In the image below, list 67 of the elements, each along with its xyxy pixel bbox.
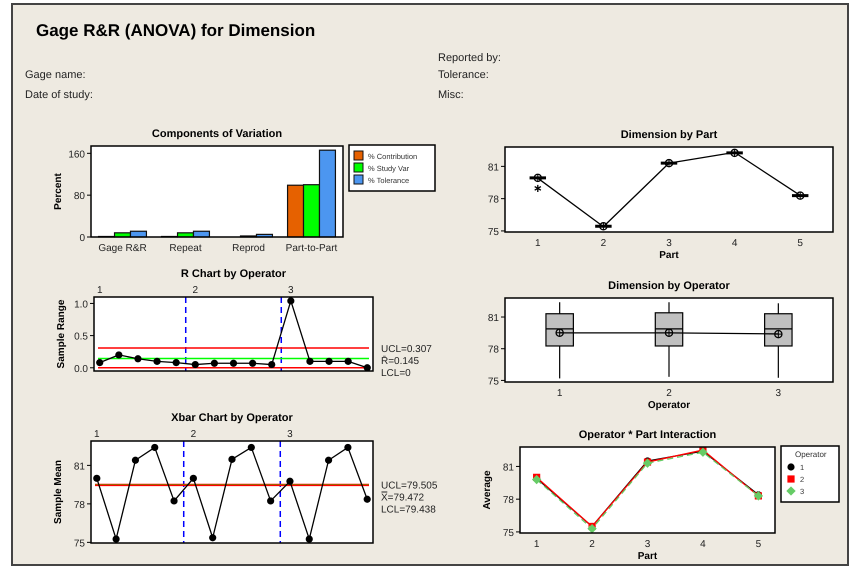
y-tick-label: 81	[502, 462, 514, 474]
y-tick-label: 75	[488, 376, 500, 388]
y-tick-label: 0	[79, 233, 86, 244]
x-tick-label: 2	[190, 429, 197, 440]
x-tick-label: 2	[600, 238, 607, 249]
x-tick-label: Gage R&R	[98, 243, 147, 254]
x-tick-label: 2	[666, 388, 672, 399]
y-axis-title: Sample Range	[56, 299, 67, 368]
x-tick-label: Repeat	[169, 243, 202, 254]
x-axis-title: Part	[659, 250, 680, 261]
y-tick-label: 160	[68, 149, 86, 160]
x-tick-label: 4	[732, 238, 738, 249]
chart-title: Dimension by Operator	[608, 280, 731, 292]
x-tick-label: 3	[287, 429, 294, 440]
y-tick-label: 0.5	[74, 332, 88, 343]
x-tick-label: Reprod	[232, 243, 265, 254]
y-tick-label: 78	[74, 500, 86, 511]
y-tick-label: 78	[488, 194, 500, 206]
chart-title: Xbar Chart by Operator	[171, 412, 294, 424]
text: Tolerance:	[438, 69, 489, 81]
x-axis-title: Part	[638, 551, 658, 562]
text: Date of study:	[25, 89, 93, 101]
chart-title: Dimension by Part	[620, 129, 718, 141]
x-tick-label: 2	[192, 285, 198, 296]
x-tick-label: 5	[756, 539, 762, 550]
y-tick-label: 81	[74, 461, 86, 472]
y-axis-title: Average	[482, 470, 493, 510]
ref-line-label: UCL=0.307	[381, 344, 432, 356]
ref-line-label: X̿=79.472	[381, 492, 425, 504]
x-tick-label: 1	[556, 388, 563, 399]
y-tick-label: 1.0	[74, 299, 88, 310]
x-tick-label: 2	[589, 539, 596, 550]
y-axis-title: Percent	[53, 172, 64, 210]
x-tick-label: 5	[797, 238, 804, 249]
y-tick-label: 81	[488, 313, 500, 324]
legend-title: Operator	[795, 450, 827, 459]
y-tick-label: 80	[74, 191, 86, 202]
x-tick-label: Part-to-Part	[286, 243, 338, 254]
x-tick-label: 1	[94, 429, 100, 440]
x-tick-label: 3	[644, 539, 651, 550]
y-tick-label: 78	[488, 344, 500, 356]
x-axis-title: Operator	[648, 400, 690, 411]
x-tick-label: 3	[776, 388, 782, 399]
chart-title: R Chart by Operator	[180, 268, 287, 280]
x-tick-label: 1	[96, 285, 103, 296]
ref-line-label: LCL=79.438	[381, 504, 436, 516]
x-tick-label: 1	[535, 238, 542, 249]
text: Gage R&R (ANOVA) for Dimension	[36, 21, 316, 40]
y-tick-label: 75	[488, 226, 500, 238]
chart-title: Components of Variation	[152, 128, 282, 140]
text: Reported by:	[438, 52, 501, 64]
text: Misc:	[438, 89, 464, 101]
ref-line-label: R̄=0.145	[381, 356, 420, 368]
y-tick-label: 75	[74, 538, 86, 550]
x-tick-label: 4	[700, 539, 706, 550]
y-tick-label: 78	[502, 495, 514, 506]
x-tick-label: 3	[666, 238, 672, 249]
y-tick-label: 81	[488, 162, 500, 174]
ref-line-label: UCL=79.505	[381, 480, 438, 492]
chart-title: Operator * Part Interaction	[578, 429, 717, 441]
x-tick-label: 1	[534, 539, 540, 550]
y-axis-title: Sample Mean	[53, 460, 64, 524]
ref-line-label: LCL=0	[381, 368, 412, 380]
text: Gage name:	[25, 69, 86, 81]
y-tick-label: 0.0	[74, 364, 88, 375]
x-tick-label: 3	[288, 285, 294, 296]
y-tick-label: 75	[502, 528, 514, 539]
